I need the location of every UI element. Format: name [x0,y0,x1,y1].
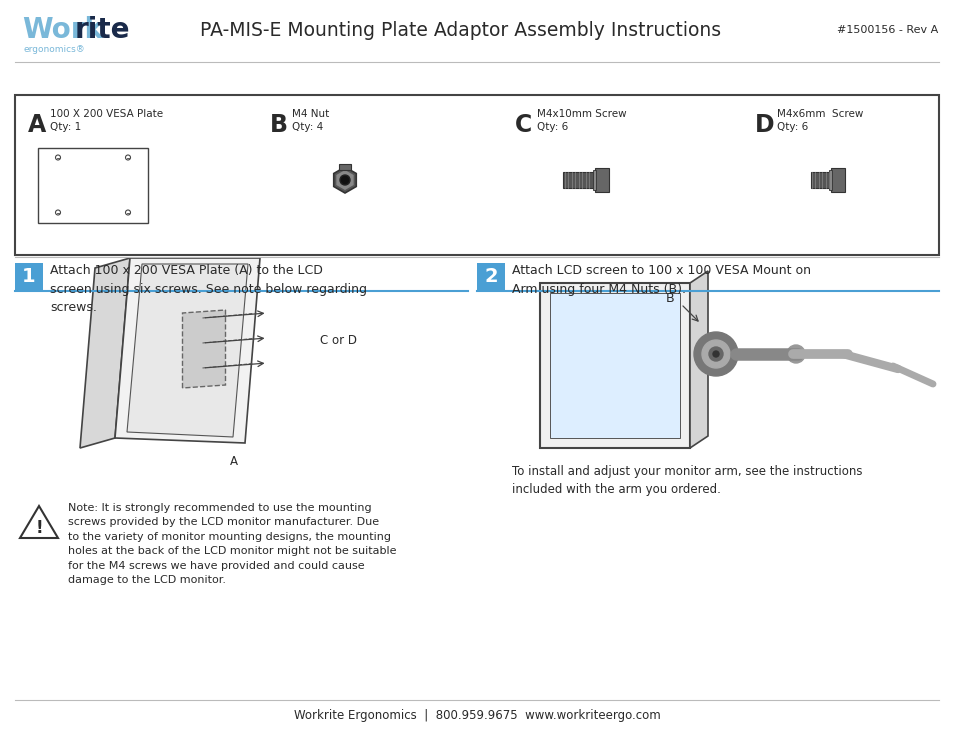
Text: Workrite Ergonomics  |  800.959.9675  www.workriteergo.com: Workrite Ergonomics | 800.959.9675 www.w… [294,709,659,723]
Circle shape [701,340,729,368]
Bar [830,168,844,192]
Bar [338,164,351,170]
Text: Qty: 4: Qty: 4 [292,122,323,132]
Bar [562,172,595,188]
Bar [810,172,830,188]
Circle shape [339,175,350,185]
Circle shape [693,332,738,376]
Circle shape [712,351,719,357]
Text: B: B [665,292,674,306]
Text: Note: It is strongly recommended to use the mounting
screws provided by the LCD : Note: It is strongly recommended to use … [68,503,396,585]
Text: A: A [230,455,237,468]
Text: Qty: 6: Qty: 6 [537,122,568,132]
Text: A: A [28,113,46,137]
Text: 100 X 200 VESA Plate: 100 X 200 VESA Plate [50,109,163,119]
Text: Work: Work [22,16,103,44]
Polygon shape [539,283,689,448]
Circle shape [708,347,722,361]
Bar [828,170,831,190]
Text: PA-MIS-E Mounting Plate Adaptor Assembly Instructions: PA-MIS-E Mounting Plate Adaptor Assembly… [200,21,720,40]
Text: M4 Nut: M4 Nut [292,109,329,119]
Bar [476,263,504,291]
Text: C or D: C or D [319,334,356,347]
Polygon shape [689,271,707,448]
Polygon shape [115,258,260,443]
Text: M4x10mm Screw: M4x10mm Screw [537,109,626,119]
Bar [595,168,608,192]
Text: Qty: 1: Qty: 1 [50,122,81,132]
Bar [15,95,938,255]
Text: Qty: 6: Qty: 6 [776,122,807,132]
Text: 2: 2 [484,267,497,286]
Polygon shape [20,506,58,538]
Text: C: C [515,113,532,137]
Text: M4x6mm  Screw: M4x6mm Screw [776,109,862,119]
Polygon shape [336,170,354,190]
Bar [550,293,679,438]
Text: #1500156 - Rev A: #1500156 - Rev A [836,25,937,35]
Text: rite: rite [75,16,131,44]
Text: To install and adjust your monitor arm, see the instructions
included with the a: To install and adjust your monitor arm, … [512,465,862,497]
Text: Attach 100 x 200 VESA Plate (A) to the LCD
screen using six screws. See note bel: Attach 100 x 200 VESA Plate (A) to the L… [50,264,367,314]
Polygon shape [127,264,248,437]
Text: D: D [754,113,774,137]
Bar [38,148,148,222]
Text: 1: 1 [22,267,36,286]
Text: ergonomics®: ergonomics® [24,46,86,55]
Text: !: ! [35,519,43,537]
Text: B: B [270,113,288,137]
Circle shape [341,176,348,184]
Text: Attach LCD screen to 100 x 100 VESA Mount on
Arm using four M4 Nuts (B).: Attach LCD screen to 100 x 100 VESA Moun… [512,264,810,295]
Polygon shape [80,258,130,448]
Bar [15,263,43,291]
Polygon shape [334,167,355,193]
Bar [593,170,596,190]
Polygon shape [182,310,225,388]
Circle shape [786,345,804,363]
